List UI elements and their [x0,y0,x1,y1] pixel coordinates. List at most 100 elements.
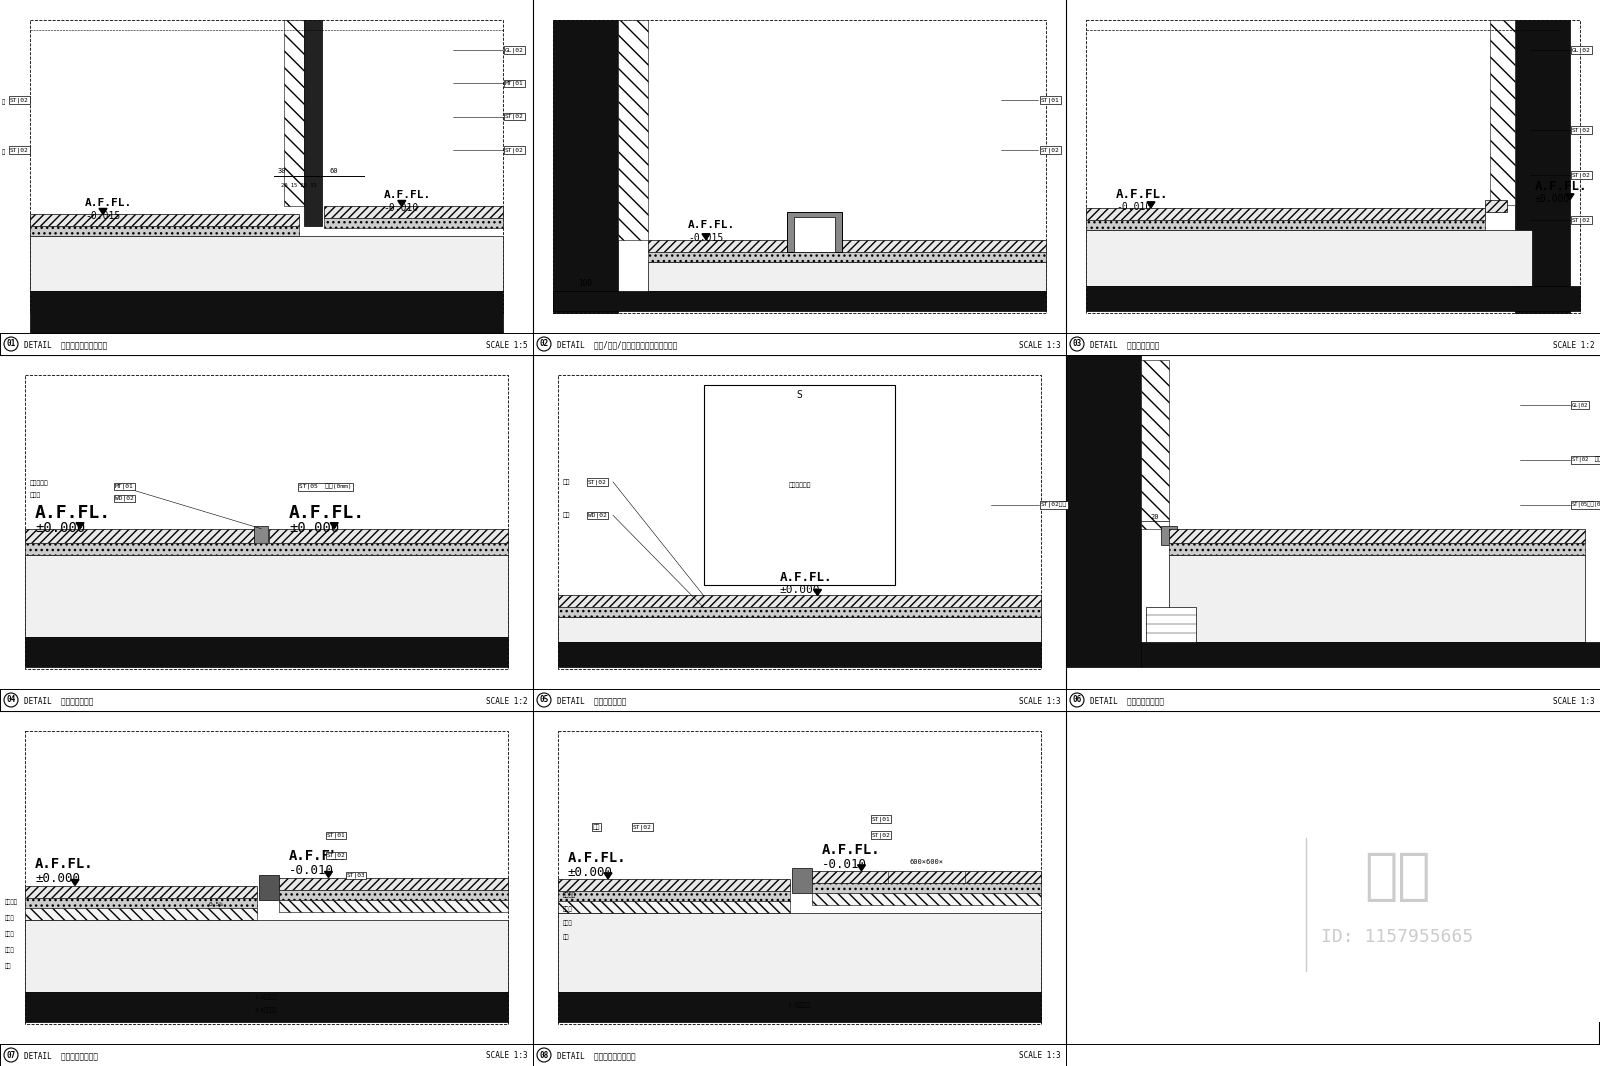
Point [91,940,117,957]
Point [1400,246,1426,263]
Point [645,908,670,925]
Point [704,943,730,960]
Text: -0.010: -0.010 [1117,201,1152,212]
Point [245,926,270,943]
Point [920,617,946,634]
Point [307,946,333,963]
Point [1189,566,1214,583]
Point [963,263,989,280]
Point [939,930,965,947]
Point [133,575,158,592]
Point [128,550,154,567]
Point [608,937,634,954]
Point [1347,225,1373,242]
Point [1496,571,1522,588]
Point [288,576,314,593]
Point [1173,555,1198,572]
Point [635,618,661,635]
Point [176,934,202,951]
Point [978,265,1003,282]
Point [1541,560,1566,577]
Point [845,259,870,276]
Point [110,247,136,264]
Point [829,923,854,940]
Point [1419,581,1445,598]
Point [261,248,286,265]
Point [1520,238,1546,255]
Point [299,562,325,579]
Point [232,232,258,249]
Point [1080,241,1106,258]
Point [315,244,341,261]
Point [1131,249,1157,266]
Point [205,574,230,591]
Point [1096,224,1122,241]
Point [192,553,218,570]
Point [346,230,371,247]
Point [298,932,323,949]
Point [274,926,299,943]
Point [1328,559,1354,576]
Point [597,612,622,629]
Point [328,937,354,954]
Point [448,556,474,574]
Point [725,923,750,940]
Point [59,933,85,950]
Point [936,908,962,925]
Point [72,245,98,262]
Point [1429,241,1454,258]
Point [150,550,176,567]
Point [86,577,112,594]
Point [400,581,426,598]
Point [963,941,989,958]
Point [93,932,118,949]
Text: 门洞深化节点: 门洞深化节点 [789,483,811,488]
Point [1357,240,1382,257]
Point [1339,564,1365,581]
Point [1379,236,1405,253]
Point [1136,235,1162,252]
Point [1330,572,1355,589]
Point [862,262,888,279]
Point [576,943,602,960]
Point [776,259,802,276]
Point [437,233,462,251]
Point [875,919,901,936]
Polygon shape [70,879,78,886]
Point [1291,563,1317,580]
Point [910,942,936,959]
Point [762,908,787,925]
Point [59,577,85,594]
Point [102,558,128,575]
Point [1125,232,1150,249]
Point [77,581,102,598]
Point [70,931,96,948]
Point [152,253,178,270]
Point [1486,561,1512,578]
Point [970,921,995,938]
Point [790,943,816,960]
Point [195,921,221,938]
Point [261,926,286,943]
Point [459,236,485,253]
Point [262,246,288,263]
Point [274,921,299,938]
Point [1368,231,1394,248]
Point [1344,239,1370,256]
Point [232,244,258,261]
Point [1514,551,1539,568]
Point [578,920,603,937]
Point [226,571,251,588]
Point [1258,568,1283,585]
Point [947,257,973,274]
Point [269,577,294,594]
Point [349,561,374,578]
Point [1354,225,1379,242]
Point [1347,564,1373,581]
Point [1371,574,1397,591]
Point [275,554,301,571]
Point [50,549,75,566]
Point [866,938,891,955]
Point [246,926,272,943]
Point [1155,228,1181,245]
